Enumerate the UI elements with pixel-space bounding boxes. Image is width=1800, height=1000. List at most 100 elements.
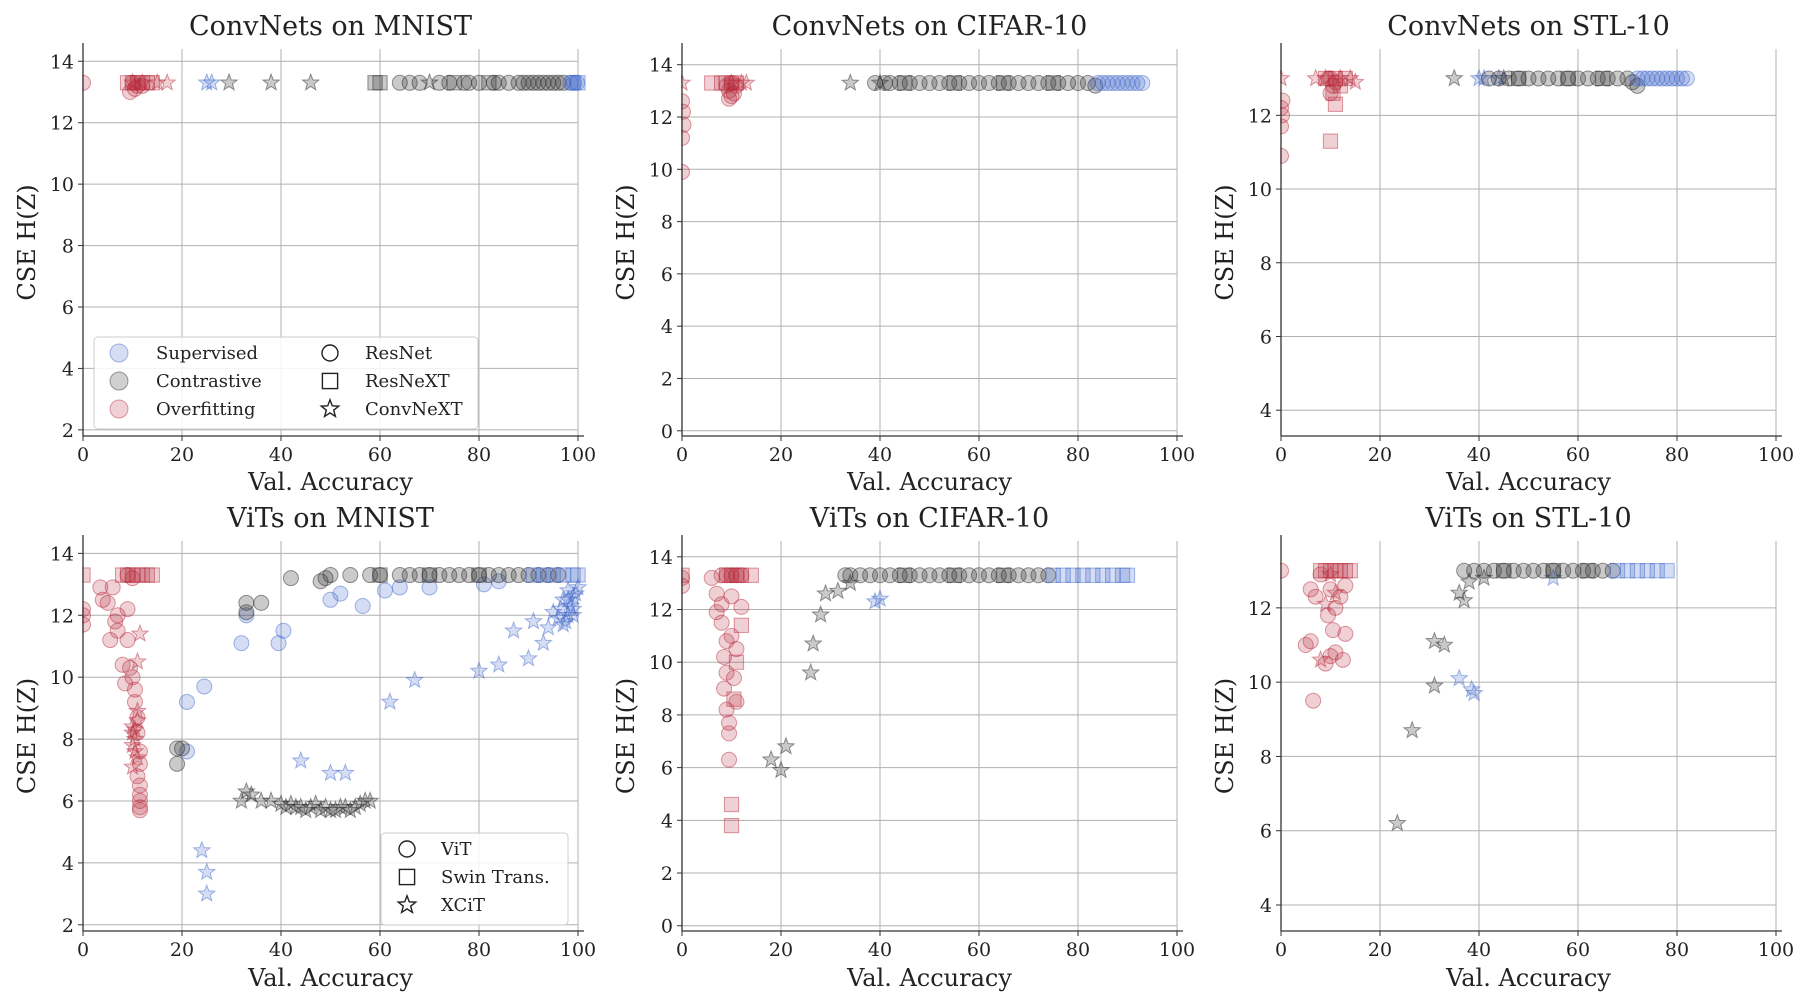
panel-2-point-supervised-circle (1114, 74, 1131, 91)
panel-6-points (1280, 562, 1675, 832)
panel-5-point-overfitting-circle (721, 714, 738, 731)
panel-2-title: ConvNets on CIFAR-10 (772, 11, 1088, 42)
panel-4-point-supervised-square (525, 567, 542, 583)
panel-6-point-overfitting-square (1317, 563, 1334, 579)
panel-5-point-supervised-square (1105, 567, 1121, 583)
panel-2-point-overfitting-circle (725, 85, 742, 102)
panel-5-point-supervised-square (1085, 567, 1101, 583)
panel-6-x-tick-label: 40 (1467, 939, 1491, 961)
panel-1-point-supervised-square (565, 75, 581, 91)
panel-2-y-tick-label: 2 (661, 368, 673, 390)
panel-6-x-axis-label: Val. Accuracy (1445, 964, 1611, 992)
panel-3-point-contrastive-star (1444, 68, 1464, 87)
legend-model-label: ConvNeXT (365, 399, 463, 420)
panel-4-point-supervised-star (553, 614, 573, 633)
legend-supervised-swatch (109, 343, 129, 363)
panel-4-point-overfitting-circle (114, 656, 131, 673)
panel-6-y-tick-label: 6 (1260, 821, 1272, 843)
panel-5-point-overfitting-circle (716, 648, 733, 665)
panel-1-y-tick-label: 2 (62, 420, 74, 442)
panel-6-point-contrastive-square (1496, 563, 1512, 579)
panel-4-point-overfitting-star (127, 710, 148, 729)
panel-1-y-tick-label: 12 (50, 113, 74, 135)
panel-4-x-tick-label: 20 (170, 939, 194, 961)
legend-model-label: XCiT (441, 895, 485, 916)
panel-4-point-supervised-star (558, 605, 578, 624)
panel-4-point-overfitting-star (127, 701, 148, 720)
panel-1-title: ConvNets on MNIST (189, 11, 472, 42)
panel-1-point-overfitting-square (139, 75, 155, 91)
legend-model-label: ResNet (365, 343, 433, 364)
panel-3-point-supervised-circle (1654, 70, 1671, 87)
panel-1-point-overfitting-circle (122, 84, 139, 100)
legend-overfitting-swatch (109, 399, 129, 419)
panel-5-point-contrastive-star (776, 736, 796, 755)
panel-2-y-tick-label: 14 (649, 55, 673, 77)
panel-5-title: ViTs on CIFAR-10 (809, 503, 1049, 534)
panel-4-x-tick-label: 100 (560, 939, 596, 961)
panel-2-y-tick-label: 8 (661, 212, 673, 234)
legend-groups-models: Supervised Contrastive Overfitting ResNet Re… (93, 336, 479, 430)
panel-2-x-tick-label: 100 (1159, 444, 1195, 466)
panel-5-point-overfitting-circle (716, 680, 733, 697)
panel-3-point-supervised-circle (1649, 70, 1666, 87)
panel-1-point-overfitting-circle (129, 77, 146, 94)
panel-5-point-overfitting-circle (708, 585, 725, 602)
panel-5-point-overfitting-circle (728, 567, 745, 584)
panel-4-point-overfitting-circle (129, 768, 146, 785)
legend-frame (380, 832, 569, 926)
panel-3-point-contrastive-square (1510, 70, 1527, 87)
panel-2-point-supervised-circle (1104, 74, 1121, 91)
panel-6-point-overfitting-circle (1337, 625, 1354, 642)
panel-1-x-axis-label: Val. Accuracy (247, 468, 413, 496)
panel-4-point-supervised-star (504, 620, 524, 639)
panel-3-point-supervised-circle (1644, 70, 1661, 87)
panel-5-point-overfitting-circle (728, 693, 745, 710)
panel-4-point-supervised-square (545, 567, 561, 583)
panel-4-point-contrastive-circle (322, 567, 339, 584)
legend-circle-marker-icon (398, 840, 416, 858)
panel-5-x-axis-label: Val. Accuracy (846, 964, 1012, 992)
panel-2-point-overfitting-square (728, 75, 745, 91)
panel-3-point-overfitting-circle (1327, 74, 1344, 91)
panel-5-point-overfitting-square (723, 817, 740, 834)
panel-4-point-supervised-square (535, 567, 551, 583)
panel-1-x-tick-label: 20 (170, 444, 194, 466)
panel-2-point-contrastive-square (996, 75, 1012, 91)
panel-2-y-axis-label: CSE H(Z) (612, 184, 640, 300)
panel-4-point-supervised-star (197, 862, 217, 881)
panel-4-point-overfitting-circle (122, 659, 139, 676)
panel-1-point-supervised-circle (566, 74, 583, 91)
panel-3-point-overfitting-star (1345, 72, 1365, 91)
panel-4-point-overfitting-circle (119, 601, 136, 618)
panel-4-point-contrastive-circle (312, 573, 329, 590)
panel-6-y-axis-label: CSE H(Z) (1211, 678, 1239, 794)
panel-1-point-contrastive-circle (550, 74, 567, 91)
panel-4-y-tick-label: 14 (50, 543, 74, 565)
panel-4-point-supervised-star (523, 611, 544, 630)
panel-1-point-overfitting-square (124, 75, 141, 91)
panel-1-point-overfitting-square (134, 75, 151, 91)
panel-4-point-overfitting-star (125, 729, 145, 748)
panel-5-y-tick-label: 4 (661, 810, 673, 832)
panel-4-y-tick-label: 10 (50, 667, 74, 689)
panel-5-point-contrastive-star (815, 583, 836, 602)
panel-5-point-overfitting-circle (723, 588, 740, 605)
panel-2-point-contrastive-square (1045, 75, 1061, 91)
panel-5-y-tick-label: 10 (649, 652, 673, 674)
panel-4-point-supervised-circle (421, 579, 438, 596)
panel-6-point-supervised-star (1464, 683, 1484, 702)
panel-1-y-tick-label: 14 (50, 51, 74, 73)
panel-3-point-supervised-circle (1678, 70, 1695, 87)
panel-4-point-overfitting-star (122, 722, 143, 742)
panel-4-point-supervised-star (553, 589, 573, 608)
panel-3-point-supervised-star (1469, 68, 1489, 87)
panel-3-point-overfitting-circle (1322, 70, 1339, 87)
panel-2-x-axis-label: Val. Accuracy (846, 468, 1012, 496)
panel-4-y-tick-label: 8 (62, 729, 74, 751)
panel-5-point-overfitting-square (726, 691, 742, 707)
panel-5-point-overfitting-square (728, 567, 745, 583)
panel-2-point-supervised-circle (1134, 74, 1151, 91)
panel-2-points (681, 72, 1151, 180)
panel-3-point-supervised-circle (1669, 70, 1685, 87)
